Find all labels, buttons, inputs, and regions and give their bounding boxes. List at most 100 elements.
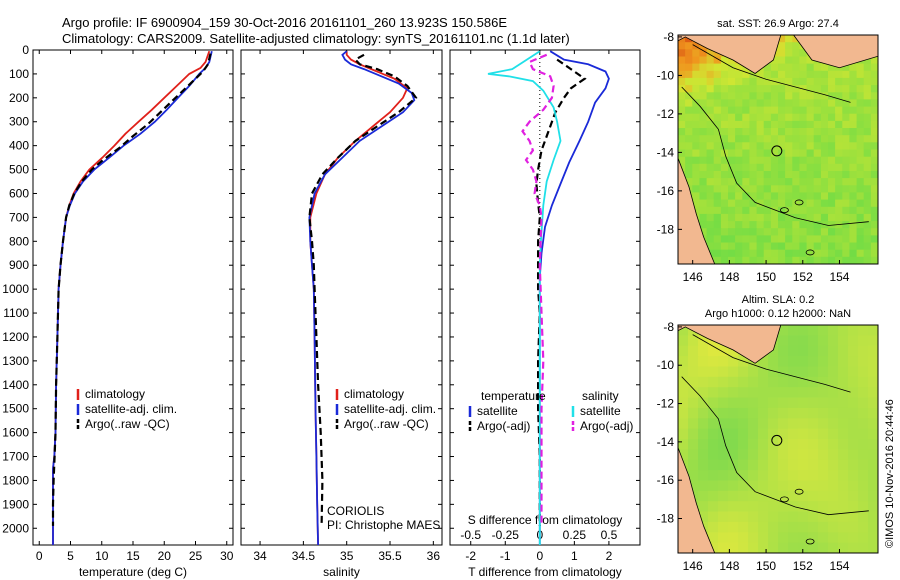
sst-map-cell: [863, 221, 872, 229]
sst-map-cell: [785, 128, 793, 136]
sla-map-cell: [768, 387, 779, 399]
panel-temperature: 0100200300400500600700800900100011001200…: [2, 43, 233, 579]
sst-map-cell: [813, 256, 822, 264]
sst-map-ytick-label: -16: [657, 184, 675, 198]
sla-map-cell: [858, 532, 869, 544]
sla-map-cell: [748, 366, 759, 378]
sst-map-cell: [799, 178, 808, 186]
sst-map-cell: [699, 99, 708, 108]
sla-map-cell: [678, 325, 689, 336]
sst-map-cell: [785, 256, 793, 264]
sla-map-cell: [868, 376, 878, 388]
sst-map-cell: [735, 149, 743, 158]
map-panels: 146 148 150 152 154 -8 -10 -12 -14 -16 -18 sat. SST…: [657, 18, 879, 573]
sla-map-cell: [828, 449, 839, 461]
sst-map-cell: [842, 256, 850, 264]
sst-map-cell: [728, 163, 736, 172]
sla-map-cell: [688, 480, 699, 492]
sst-map-cell: [870, 135, 878, 143]
sla-map-cell: [778, 490, 789, 502]
sla-map-cell: [688, 356, 699, 368]
sst-map-cell: [835, 192, 843, 201]
sst-map-cell: [785, 56, 793, 65]
sst-map-cell: [720, 135, 729, 143]
sst-map-cell: [728, 85, 736, 93]
sst-map-cell: [863, 192, 872, 201]
sla-map-cell: [748, 470, 759, 482]
sst-map-cell: [728, 192, 736, 201]
sst-map-cell: [756, 235, 765, 244]
sla-map-cell: [818, 511, 829, 523]
sst-map-cell: [749, 235, 758, 244]
sst-map-cell: [842, 63, 850, 72]
sst-map-cell: [742, 199, 750, 208]
sst-map-cell: [735, 77, 743, 86]
sla-map-cell: [858, 418, 869, 430]
sst-map-cell: [863, 85, 872, 93]
sla-map-cell: [728, 470, 739, 482]
sst-map-cell: [763, 156, 772, 165]
sst-map-cell: [713, 221, 722, 229]
sst-map-cell: [835, 149, 843, 158]
sst-map-cell: [720, 228, 729, 236]
sla-map-cell: [808, 376, 819, 388]
salinity-xlabel: salinity: [323, 565, 360, 579]
sst-map-cell: [706, 120, 715, 129]
sst-map-cell: [849, 221, 858, 229]
sla-map-cell: [828, 335, 839, 347]
sst-map-land: [678, 35, 782, 74]
sst-map-island: [794, 199, 804, 206]
sla-map-cell: [868, 511, 878, 523]
sla-map-cell: [818, 449, 829, 461]
sla-map-cell: [768, 356, 779, 368]
sst-map-cell: [713, 99, 722, 108]
sst-map-cell: [799, 56, 808, 65]
sst-map-cell: [856, 192, 865, 201]
salinity-series-argo-raw-qc-: [308, 53, 418, 526]
temperature-xtick-label: 10: [95, 549, 109, 563]
sst-map-cell: [849, 99, 858, 108]
sla-map-cell: [688, 407, 699, 419]
sst-map-cell: [742, 92, 750, 101]
sst-map-cell: [856, 163, 865, 172]
sst-map-cell: [749, 142, 758, 151]
sst-map-cell: [835, 199, 843, 208]
sst-map-cell: [763, 70, 772, 79]
sst-map-cell: [849, 199, 858, 208]
sla-map-cell: [808, 542, 819, 553]
sla-map-cell: [768, 542, 779, 553]
sla-map-cell: [758, 449, 769, 461]
sst-map-cell: [685, 149, 693, 158]
sla-map-cell: [798, 335, 809, 347]
sst-map-cell: [792, 128, 800, 136]
sst-map-cell: [756, 128, 765, 136]
sst-map-cell: [799, 92, 808, 101]
sla-map-cell: [848, 501, 859, 513]
sst-map-cell: [785, 213, 793, 222]
sst-map-land: [678, 158, 716, 264]
sst-map-cell: [806, 213, 815, 222]
sst-map-cell: [692, 63, 700, 72]
sla-map-cell: [848, 366, 859, 378]
sla-map-cell: [808, 335, 819, 347]
temperature-series-argo-raw-qc-: [51, 53, 212, 526]
sst-map-cell: [728, 70, 736, 79]
sst-map-cell: [870, 171, 878, 179]
sst-map-cell: [863, 106, 872, 115]
sst-map-cell: [792, 256, 800, 264]
sst-map-cell: [828, 206, 836, 215]
sst-map-cell: [720, 113, 729, 122]
sst-map-cell: [856, 106, 865, 115]
sst-map-cell: [849, 156, 858, 165]
sla-map-cell: [828, 459, 839, 471]
depth-tick-label: 1100: [3, 306, 29, 320]
sst-map-cell: [806, 228, 815, 236]
sla-map-cell: [738, 449, 749, 461]
temperature-xtick-label: 25: [189, 549, 203, 563]
sst-map-cell: [678, 106, 686, 115]
sst-map-cell: [863, 199, 872, 208]
sla-map-cell: [748, 542, 759, 553]
sst-map-cell: [856, 249, 865, 258]
sla-map-cell: [718, 356, 729, 368]
sst-map-cell: [685, 92, 693, 101]
